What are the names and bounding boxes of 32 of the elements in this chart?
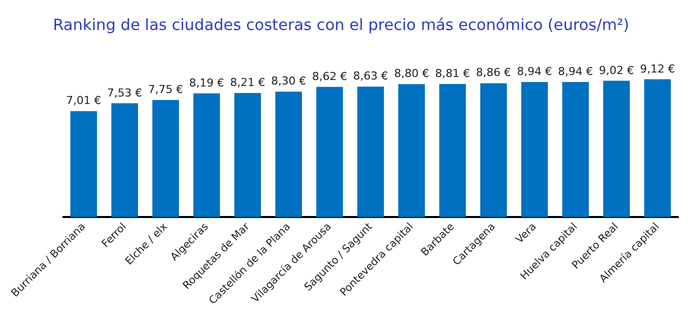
data-label: 8,94 € (558, 65, 594, 78)
data-label: 8,81 € (435, 66, 470, 80)
data-label: 8,62 € (312, 70, 348, 83)
data-label: 8,80 € (394, 67, 430, 80)
bar (70, 111, 97, 217)
data-label: 8,30 € (271, 74, 306, 88)
bar (644, 79, 671, 217)
data-label: 8,63 € (353, 70, 388, 83)
data-label: 8,19 € (189, 76, 224, 90)
data-label: 7,01 € (66, 94, 102, 108)
bar (111, 103, 138, 217)
bar (480, 83, 507, 217)
bar (357, 86, 384, 217)
bar (521, 82, 548, 217)
data-label: 9,12 € (640, 62, 676, 76)
bar (316, 86, 343, 217)
chart-title: Ranking de las ciudades costeras con el precio más económico (euros/m²) (53, 16, 630, 34)
bar (234, 93, 261, 217)
data-label: 8,86 € (476, 66, 512, 80)
bar (193, 93, 220, 217)
data-label: 7,53 € (107, 86, 142, 100)
bar (562, 82, 589, 217)
bar (439, 84, 466, 217)
bar (275, 92, 302, 217)
data-label: 7,75 € (148, 82, 184, 96)
data-label: 8,94 € (517, 65, 552, 78)
bar (603, 80, 630, 217)
data-label: 9,02 € (599, 64, 634, 77)
bar (152, 100, 179, 217)
bar (398, 84, 425, 217)
x-tick-label: Vera (514, 220, 539, 246)
data-label: 8,21 € (230, 76, 266, 90)
